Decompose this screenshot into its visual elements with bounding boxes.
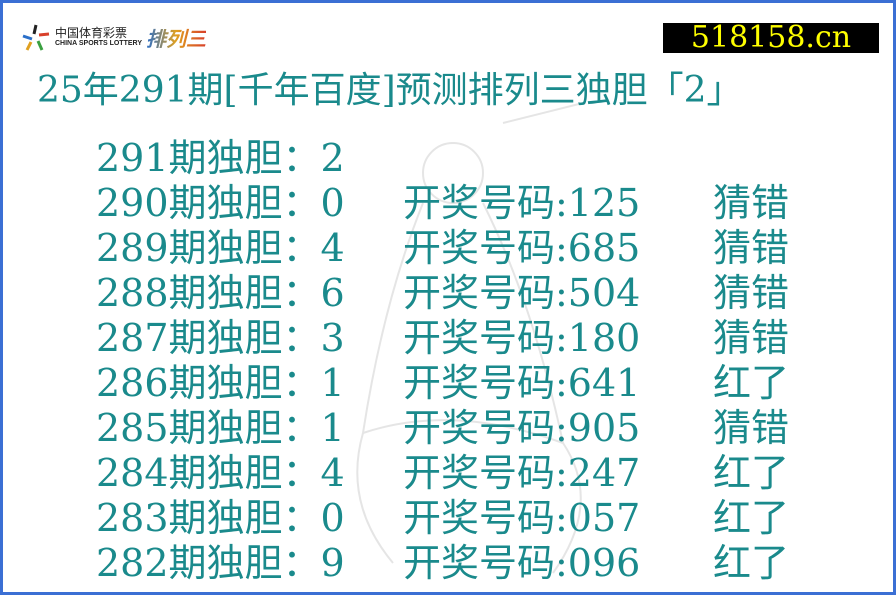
prediction-row: 290期独胆：0 开奖号码:125 猜错 (96, 181, 856, 226)
issue-text: 284期独胆：4 (96, 451, 345, 495)
result-text: 猜错 (713, 226, 790, 270)
prediction-row: 288期独胆：6 开奖号码:504 猜错 (96, 271, 856, 316)
result-text: 猜错 (713, 406, 790, 450)
issue-text: 289期独胆：4 (96, 226, 345, 270)
lottery-star-icon (22, 24, 50, 51)
draw-number-text: 开奖号码:125 (403, 181, 641, 225)
draw-number-text: 开奖号码:905 (403, 406, 641, 450)
issue-text: 286期独胆：1 (96, 361, 345, 405)
result-text: 红了 (713, 361, 790, 405)
prediction-row: 285期独胆：1 开奖号码:905 猜错 (96, 406, 856, 451)
logo-cn-text: 中国体育彩票 (55, 26, 128, 40)
issue-text: 287期独胆：3 (96, 316, 345, 360)
prediction-row: 287期独胆：3 开奖号码:180 猜错 (96, 316, 856, 361)
issue-text: 291期独胆：2 (96, 136, 345, 180)
logo-en-text: CHINA SPORTS LOTTERY (55, 40, 142, 47)
issue-text: 282期独胆：9 (96, 541, 345, 585)
draw-number-text: 开奖号码:180 (403, 316, 641, 360)
draw-number-text: 开奖号码:096 (403, 541, 641, 585)
prediction-row: 291期独胆：2 (96, 136, 856, 181)
prediction-row: 282期独胆：9 开奖号码:096 红了 (96, 541, 856, 586)
warrior-illustration-watermark (356, 103, 588, 574)
issue-text: 285期独胆：1 (96, 406, 345, 450)
result-text: 红了 (713, 451, 790, 495)
china-sports-lottery-logo: 中国体育彩票 CHINA SPORTS LOTTERY 排列三 (21, 21, 206, 53)
result-text: 红了 (713, 541, 790, 585)
result-text: 猜错 (713, 316, 790, 360)
prediction-row: 289期独胆：4 开奖号码:685 猜错 (96, 226, 856, 271)
issue-text: 290期独胆：0 (96, 181, 345, 225)
prediction-row: 283期独胆：0 开奖号码:057 红了 (96, 496, 856, 541)
result-text: 猜错 (713, 271, 790, 315)
draw-number-text: 开奖号码:504 (403, 271, 641, 315)
prediction-list: 291期独胆：2 290期独胆：0 开奖号码:125 猜错 289期独胆：4 开奖号码:6… (96, 136, 856, 586)
draw-number-text: 开奖号码:641 (403, 361, 641, 405)
page-title: 25年291期[千年百度]预测排列三独胆「2」 (37, 70, 743, 111)
result-text: 红了 (713, 496, 790, 540)
draw-number-text: 开奖号码:057 (403, 496, 641, 540)
issue-text: 283期独胆：0 (96, 496, 345, 540)
draw-number-text: 开奖号码:685 (403, 226, 641, 270)
prediction-row: 286期独胆：1 开奖号码:641 红了 (96, 361, 856, 406)
draw-number-text: 开奖号码:247 (403, 451, 641, 495)
site-banner: 518158.cn (663, 23, 879, 53)
logo-product-text: 排列三 (146, 23, 206, 52)
prediction-row: 284期独胆：4 开奖号码:247 红了 (96, 451, 856, 496)
issue-text: 288期独胆：6 (96, 271, 345, 315)
result-text: 猜错 (713, 181, 790, 225)
